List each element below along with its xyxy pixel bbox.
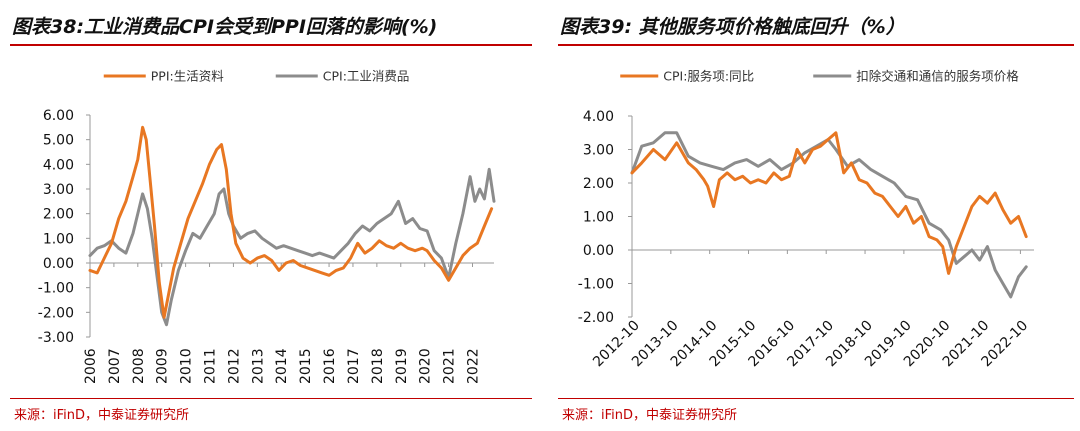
series-line-0	[630, 131, 1028, 275]
y-tick-label: -2.00	[578, 310, 614, 326]
x-tick-label: 2012	[226, 348, 242, 384]
legend: CPI:服务项:同比 扣除交通和通信的服务项价格	[620, 69, 1019, 84]
x-tick-label: 2021	[442, 348, 458, 384]
y-tick-label: 6.00	[43, 108, 74, 124]
y-axis: 4.00 3.00 2.00 1.00 0.00 -1.00 -2.00	[578, 109, 633, 326]
x-axis: 2006 2007 2008 2009 2010 2011 2012 2013 2014 2015…	[83, 263, 481, 384]
x-tick-label: 2020	[418, 348, 434, 384]
x-tick-label: 2019	[394, 348, 410, 384]
legend-label-0: CPI:服务项:同比	[663, 69, 754, 84]
x-tick-label: 2010	[179, 348, 195, 384]
line-chart-service-cpi: CPI:服务项:同比 扣除交通和通信的服务项价格 4.00 3.00 2.00 1.00 0…	[578, 69, 1034, 370]
y-tick-label: 4.00	[43, 157, 74, 173]
y-tick-label: 0.00	[43, 256, 74, 272]
y-axis: 6.00 5.00 4.00 3.00 2.00 1.00 0.00 -1.00 -2.00 -3…	[38, 108, 91, 346]
y-tick-label: 0.00	[583, 243, 614, 259]
y-tick-label: 2.00	[43, 207, 74, 223]
title-divider	[558, 44, 1074, 46]
y-tick-label: 1.00	[43, 231, 74, 247]
y-tick-label: 1.00	[583, 210, 614, 226]
x-tick-label: 2008	[131, 348, 147, 384]
x-tick-label: 2022	[465, 348, 481, 384]
source-note: 来源：iFinD，中泰证券研究所	[14, 408, 190, 423]
legend-label-1: 扣除交通和通信的服务项价格	[856, 69, 1019, 84]
x-tick-label: 2006	[83, 348, 99, 384]
y-tick-label: 5.00	[43, 133, 74, 149]
chart-panel-service-prices: 图表39: 其他服务项价格触底回升（%） CPI:服务项:同比 扣除交通和通信的服…	[548, 0, 1080, 431]
legend-label-0: PPI:生活资料	[151, 69, 224, 84]
y-tick-label: 3.00	[43, 182, 74, 198]
x-tick-label: 2018	[370, 348, 386, 384]
chart-panel-cpi-ppi: 图表38:工业消费品CPI会受到PPI回落的影响(%) PPI:生活资料 CPI:…	[0, 0, 538, 431]
y-tick-label: -2.00	[38, 305, 74, 321]
x-tick-label: 2011	[203, 348, 219, 384]
x-tick-label: 2015	[298, 348, 314, 384]
x-axis: 2012-102013-102014-102015-102016-102017-…	[590, 250, 1031, 370]
y-tick-label: 4.00	[583, 109, 614, 125]
legend-label-1: CPI:工业消费品	[323, 69, 410, 84]
source-divider	[10, 398, 532, 399]
x-tick-label: 2009	[155, 348, 171, 384]
line-chart-industrial-cpi: PPI:生活资料 CPI:工业消费品 6.00 5.00 4.00 3.00 2.00 1.0…	[38, 69, 496, 384]
series-line-1	[88, 167, 496, 327]
source-note: 来源：iFinD，中泰证券研究所	[562, 408, 738, 423]
y-tick-label: -1.00	[38, 281, 74, 297]
series-line-0	[88, 125, 494, 319]
y-tick-label: -3.00	[38, 330, 74, 346]
source-divider	[558, 398, 1074, 399]
x-tick-label: 2007	[107, 348, 123, 384]
chart-title: 图表39: 其他服务项价格触底回升（%）	[560, 16, 905, 38]
x-tick-label: 2017	[346, 348, 362, 384]
y-tick-label: 3.00	[583, 143, 614, 159]
title-divider	[10, 44, 532, 46]
y-tick-label: 2.00	[583, 176, 614, 192]
x-tick-label: 2016	[322, 348, 338, 384]
y-tick-label: -1.00	[578, 277, 614, 293]
x-tick-label: 2013	[250, 348, 266, 384]
legend: PPI:生活资料 CPI:工业消费品	[103, 69, 410, 84]
chart-title: 图表38:工业消费品CPI会受到PPI回落的影响(%)	[12, 16, 438, 38]
x-tick-label: 2014	[274, 348, 290, 384]
